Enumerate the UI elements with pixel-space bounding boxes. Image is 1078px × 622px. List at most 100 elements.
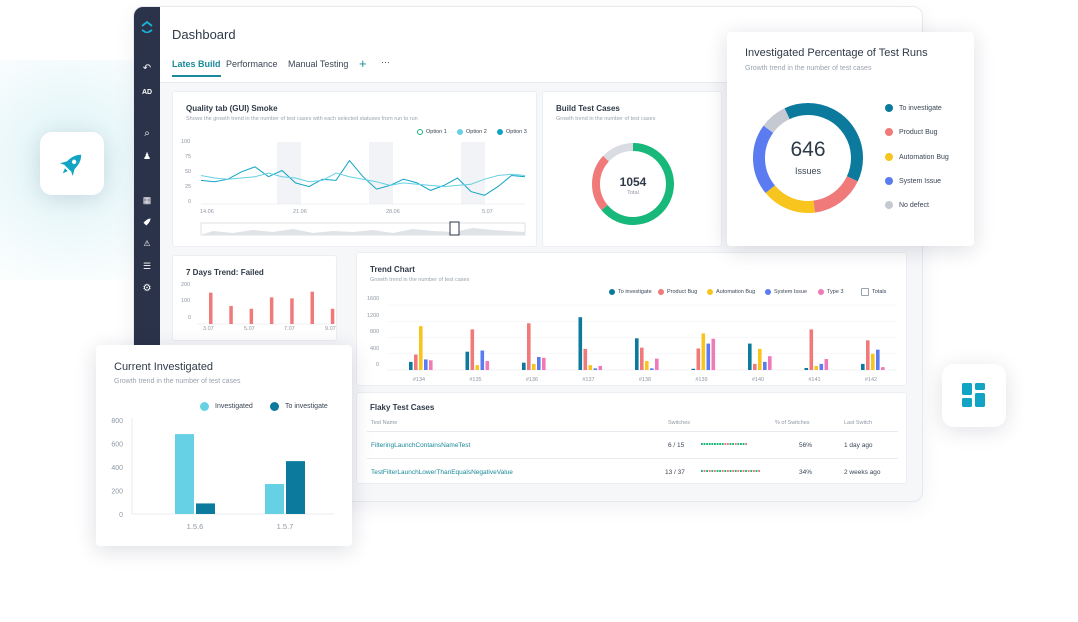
switch-mark — [742, 470, 745, 472]
dashboard-icon[interactable]: ▦ — [142, 195, 152, 205]
trend-bar — [701, 333, 706, 370]
trend-bar — [706, 343, 711, 370]
switch-mark — [745, 443, 747, 445]
switch-mark — [747, 470, 750, 472]
project-avatar[interactable]: AD — [141, 89, 153, 96]
trend-bar — [809, 329, 814, 370]
trend-bar — [527, 323, 531, 370]
trend-bar — [655, 358, 659, 370]
trend-bar — [583, 348, 588, 370]
y-tick: 1200 — [367, 313, 380, 319]
investigated-slice-4 — [753, 125, 776, 194]
build-total-label: Total — [627, 190, 639, 196]
trend-bar — [814, 365, 819, 370]
trend-bar — [419, 326, 423, 370]
trend-bar — [522, 362, 526, 370]
column-header-last-switch: Last Switch — [844, 420, 873, 426]
switch-mark — [708, 443, 711, 445]
flaky-pct: 56% — [799, 442, 813, 449]
tab-manual-testing[interactable]: Manual Testing — [288, 59, 349, 69]
switch-mark — [714, 443, 716, 445]
totals-checkbox[interactable]: Totals — [861, 288, 886, 296]
switch-mark — [724, 470, 727, 472]
build-donut — [592, 143, 674, 225]
seven-days-bar — [229, 305, 233, 324]
trend-x-tick: #142 — [865, 377, 877, 383]
trend-bar — [881, 367, 885, 370]
tab-lates-build[interactable]: Lates Build — [172, 59, 221, 77]
x-tick: 28.06 — [386, 209, 400, 215]
build-slice-2 — [592, 155, 610, 211]
switch-mark — [753, 470, 755, 472]
flaky-pct: 34% — [799, 469, 813, 476]
trend-legend-2: Product Bug — [658, 289, 697, 295]
trend-bar-chart: #134 #135 #136 #137 #138 #139 #140 #141 #142 — [387, 304, 897, 383]
current-bar — [265, 484, 284, 514]
flaky-test-link[interactable]: FilteringLaunchContainsNameTest — [371, 442, 471, 449]
switch-mark — [721, 443, 724, 445]
search-icon[interactable]: ⌕ — [144, 128, 150, 139]
switch-mark — [740, 470, 742, 472]
launches-rocket-icon[interactable] — [134, 216, 160, 228]
switch-mark — [719, 443, 721, 445]
seven-days-bar — [249, 308, 254, 324]
logo-icon — [141, 21, 153, 33]
notification-icon[interactable]: ♟ — [142, 151, 152, 161]
switch-mark — [701, 470, 703, 472]
trend-bar — [588, 365, 593, 370]
investigated-slice-6 — [784, 103, 809, 120]
switch-mark — [734, 443, 737, 445]
build-subtitle: Growth trend in the number of test cases — [556, 116, 656, 122]
trend-bar — [866, 340, 870, 370]
trend-bar — [542, 357, 546, 370]
quality-legend-1: Option 1 — [417, 129, 447, 135]
trend-x-tick: #137 — [582, 377, 594, 383]
current-y-tick: 800 — [111, 418, 123, 425]
switch-mark — [729, 443, 732, 445]
line-series-1 — [200, 159, 526, 196]
seven-days-bar-chart — [197, 291, 335, 325]
switch-mark — [706, 443, 708, 445]
range-handle[interactable] — [449, 221, 460, 236]
trend-widget: Trend Chart Growth trend in the number o… — [356, 252, 907, 386]
trend-bar — [711, 338, 716, 370]
y-tick: 0 — [188, 315, 192, 321]
switch-mark — [729, 470, 732, 472]
current-x-tick: 1.5.7 — [277, 522, 294, 531]
column-header-pct: % of Switches — [775, 420, 810, 426]
column-header-switches: Switches — [668, 420, 691, 426]
trend-bar — [861, 363, 865, 370]
legend-to-investigate: To investigate — [885, 104, 942, 112]
y-tick: 75 — [185, 154, 192, 160]
divider — [367, 431, 898, 432]
current-bar — [286, 461, 305, 514]
debug-icon[interactable]: ⚠ — [143, 239, 151, 248]
seven-days-bar — [330, 308, 335, 324]
quality-line-chart — [200, 142, 526, 236]
trend-bar — [480, 350, 485, 370]
flaky-test-link[interactable]: TestFilterLaunchLowerThanEqualsNegativeV… — [371, 469, 513, 476]
add-tab-button[interactable]: + — [359, 56, 367, 71]
trend-legend-4: System Issue — [765, 289, 807, 295]
trend-bar — [768, 356, 772, 370]
trend-bar — [645, 361, 649, 370]
settings-icon[interactable]: ⚙ — [142, 283, 152, 294]
trend-bar — [650, 368, 654, 370]
current-title: Current Investigated — [114, 361, 214, 373]
switch-mark — [742, 443, 745, 445]
more-tabs-button[interactable]: ··· — [381, 57, 390, 67]
current-y-tick: 0 — [119, 512, 123, 519]
legend-investigated: Investigated — [200, 402, 253, 411]
switch-mark — [711, 443, 714, 445]
trend-bar — [414, 354, 418, 370]
investigated-slice-1 — [807, 103, 863, 182]
seven-days-widget: 7 Days Trend: Failed 200 100 0 3.07 5.07… — [172, 255, 337, 341]
filters-icon[interactable]: ☰ — [142, 261, 152, 271]
switch-mark — [727, 470, 729, 472]
y-tick: 1600 — [367, 296, 380, 302]
back-icon[interactable]: ↶ — [142, 63, 152, 74]
tab-performance[interactable]: Performance — [226, 59, 278, 69]
legend-product-bug: Product Bug — [885, 128, 938, 136]
switch-mark — [711, 470, 714, 472]
trend-bar — [819, 363, 824, 370]
